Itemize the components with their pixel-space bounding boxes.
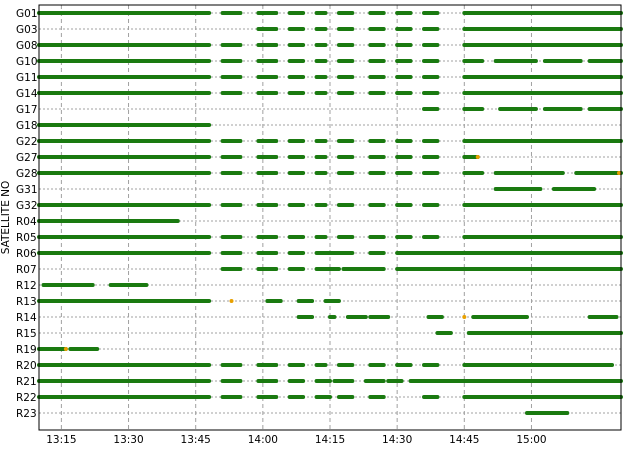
cycle-slip-marker [229, 299, 234, 303]
satellite-label: G14 [16, 88, 38, 100]
satellite-label: R05 [16, 232, 37, 244]
cycle-slip-marker [63, 347, 68, 351]
satellite-label: R23 [16, 408, 37, 420]
satellite-label: G18 [16, 120, 38, 132]
satellite-label: R12 [16, 280, 37, 292]
label-layer: G01 G03 G08 G10 G11 G14 G17 G18 G22 G27 G28 G31 G32 R… [16, 8, 547, 446]
x-tick-label: 15:00 [516, 434, 546, 446]
satellite-label: G27 [16, 152, 38, 164]
y-axis-title: SATELLITE NO [0, 181, 12, 255]
satellite-label: R06 [16, 248, 37, 260]
x-tick-label: 13:45 [181, 434, 211, 446]
satellite-label: G31 [16, 184, 38, 196]
satellite-row-r14 [296, 315, 619, 319]
satellite-row-g28 [37, 171, 623, 175]
satellite-label: R07 [16, 264, 37, 276]
track-layer [37, 11, 623, 415]
plot-frame [38, 4, 622, 431]
satellite-label: R20 [16, 360, 37, 372]
satellite-label: R04 [16, 216, 37, 228]
x-tick-label: 13:30 [113, 434, 143, 446]
x-tick-label: 13:15 [46, 434, 76, 446]
satellite-row-r19 [37, 347, 100, 351]
satellite-label: G01 [16, 8, 38, 20]
cycle-slip-marker [462, 315, 467, 319]
satellite-row-r13 [37, 299, 341, 303]
satellite-label: G28 [16, 168, 38, 180]
satellite-label: R13 [16, 296, 37, 308]
satellite-label: G32 [16, 200, 38, 212]
satellite-label: G08 [16, 40, 38, 52]
x-tick-label: 14:45 [449, 434, 479, 446]
cycle-slip-marker [475, 155, 480, 159]
satellite-label: G03 [16, 24, 38, 36]
x-tick-label: 14:15 [315, 434, 345, 446]
satellite-label: R14 [16, 312, 37, 324]
satellite-label: R19 [16, 344, 37, 356]
satellite-label: G22 [16, 136, 38, 148]
satellite-label: R22 [16, 392, 37, 404]
satellite-label: R15 [16, 328, 37, 340]
x-tick-label: 14:30 [382, 434, 412, 446]
satellite-label: G17 [16, 104, 38, 116]
satellite-label: G10 [16, 56, 38, 68]
satellite-label: R21 [16, 376, 37, 388]
satellite-label: G11 [16, 72, 38, 84]
cycle-slip-marker [617, 171, 621, 175]
satellite-row-g27 [37, 155, 480, 159]
x-tick-label: 14:00 [248, 434, 278, 446]
